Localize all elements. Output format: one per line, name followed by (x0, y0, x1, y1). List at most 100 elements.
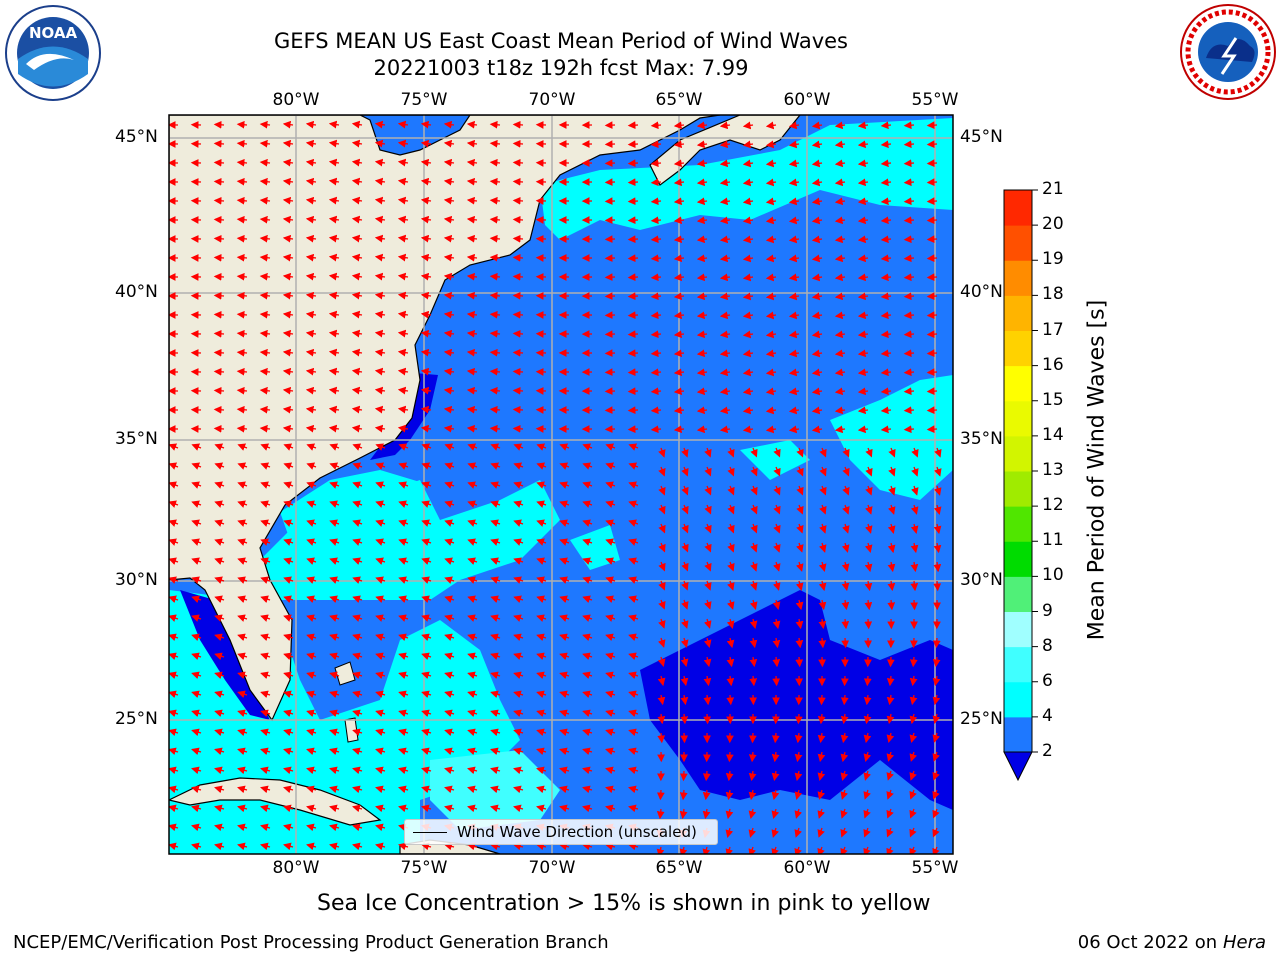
wind-wave-arrow (443, 386, 455, 395)
wind-wave-arrow (628, 690, 639, 699)
wind-wave-arrow (886, 789, 894, 800)
wind-wave-arrow (673, 140, 685, 149)
wind-wave-arrow (214, 690, 225, 699)
wind-wave-arrow (840, 770, 849, 781)
wind-wave-arrow (934, 447, 942, 458)
wind-wave-arrow (513, 747, 524, 756)
wind-wave-arrow (328, 424, 340, 433)
wind-wave-arrow (909, 827, 917, 838)
wind-wave-arrow (513, 690, 524, 699)
wind-wave-arrow (489, 120, 501, 129)
wind-wave-arrow (513, 462, 524, 470)
wind-wave-arrow (627, 330, 639, 339)
wind-wave-arrow (840, 713, 849, 725)
wind-wave-arrow (788, 311, 800, 320)
wind-wave-arrow (169, 804, 179, 813)
wind-wave-arrow (444, 557, 455, 565)
wind-wave-arrow (773, 523, 781, 534)
wind-wave-arrow (932, 789, 940, 800)
wind-wave-arrow (559, 443, 570, 451)
wind-wave-arrow (513, 595, 524, 603)
wind-wave-arrow (259, 310, 271, 319)
wind-wave-arrow (512, 139, 524, 148)
wind-wave-arrow (719, 330, 731, 339)
wind-wave-arrow (536, 747, 547, 756)
colorbar-tick-label: 15 (1042, 389, 1064, 410)
wind-wave-arrow (773, 542, 781, 553)
wind-wave-arrow (772, 580, 781, 591)
wind-wave-arrow (467, 785, 478, 794)
wind-wave-arrow (236, 120, 248, 129)
wind-wave-arrow (650, 254, 662, 263)
wind-wave-arrow (375, 747, 386, 756)
wind-wave-arrow (352, 519, 363, 527)
wind-wave-arrow (236, 139, 248, 148)
wind-wave-arrow (725, 751, 734, 763)
wind-wave-arrow (169, 576, 179, 584)
wind-wave-arrow (628, 500, 639, 508)
wind-wave-arrow (934, 466, 942, 477)
wind-wave-arrow (650, 311, 662, 320)
wind-wave-arrow (880, 425, 892, 434)
wind-wave-arrow (865, 485, 873, 496)
wind-wave-arrow (696, 140, 708, 149)
wind-wave-arrow (213, 386, 225, 395)
wind-wave-arrow (420, 367, 432, 376)
wind-wave-arrow (169, 462, 179, 470)
wind-wave-arrow (749, 618, 758, 629)
wind-wave-arrow (467, 614, 478, 622)
wind-wave-arrow (628, 709, 639, 718)
wind-wave-arrow (191, 804, 202, 813)
wind-wave-arrow (681, 523, 689, 534)
wind-wave-arrow (582, 671, 593, 680)
wind-wave-arrow (696, 330, 708, 339)
wind-wave-arrow (260, 766, 271, 775)
wind-wave-arrow (352, 766, 363, 775)
wind-wave-arrow (886, 713, 895, 725)
wind-wave-arrow (398, 519, 409, 527)
wind-wave-arrow (819, 542, 827, 553)
wind-wave-arrow (864, 523, 873, 534)
wind-wave-arrow (773, 447, 781, 458)
wind-wave-arrow (512, 120, 524, 129)
wind-wave-arrow (260, 709, 271, 718)
wind-wave-arrow (926, 121, 938, 130)
lon-label-bottom-70w: 70°W (528, 858, 576, 878)
wind-wave-arrow (727, 542, 735, 553)
wind-wave-arrow (421, 481, 432, 489)
wind-wave-arrow (260, 519, 271, 527)
colorbar-tick-label: 2 (1042, 741, 1053, 761)
wind-wave-arrow (467, 462, 478, 470)
wind-wave-arrow (605, 443, 616, 451)
wind-wave-arrow (374, 424, 386, 433)
wind-wave-arrow (932, 732, 941, 743)
wind-wave-arrow (658, 580, 666, 591)
wind-wave-arrow (236, 196, 248, 205)
wind-wave-arrow (374, 291, 386, 300)
wind-wave-arrow (834, 368, 846, 377)
wind-wave-arrow (834, 159, 846, 168)
wind-wave-arrow (420, 158, 432, 167)
wind-wave-arrow (765, 292, 777, 301)
wind-wave-arrow (513, 576, 524, 584)
wind-wave-arrow (582, 576, 593, 584)
wind-wave-arrow (765, 216, 777, 225)
wind-wave-arrow (932, 637, 941, 649)
footer-right: 06 Oct 2022 on Hera (1078, 932, 1266, 953)
colorbar-tick-label: 14 (1042, 424, 1064, 445)
wind-wave-arrow (840, 827, 848, 838)
wind-wave-arrow (260, 576, 271, 584)
wind-wave-arrow (932, 827, 940, 838)
wind-wave-arrow (794, 827, 802, 838)
wind-wave-arrow (650, 406, 662, 415)
wind-wave-arrow (443, 424, 455, 433)
wind-wave-arrow (857, 140, 869, 149)
wind-wave-arrow (582, 538, 593, 546)
wind-wave-arrow (788, 159, 800, 168)
colorbar-tick-label: 10 (1042, 565, 1064, 586)
wind-wave-arrow (443, 310, 455, 319)
wind-wave-arrow (910, 561, 919, 573)
wind-wave-arrow (811, 178, 823, 187)
wind-wave-arrow (880, 292, 892, 301)
wind-wave-arrow (536, 804, 547, 813)
